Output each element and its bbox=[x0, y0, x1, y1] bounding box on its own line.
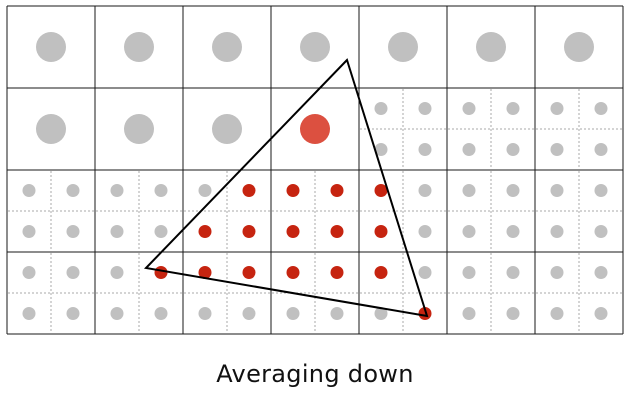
subpixel-sample bbox=[198, 184, 212, 197]
subpixel-sample bbox=[66, 225, 80, 238]
subpixel-sample-covered bbox=[374, 184, 388, 197]
subpixel-sample bbox=[154, 225, 168, 238]
subpixel-sample-covered bbox=[242, 266, 256, 279]
subpixel-sample bbox=[594, 143, 608, 156]
subpixel-sample-covered bbox=[330, 225, 344, 238]
subpixel-sample bbox=[506, 225, 520, 238]
subpixel-sample-covered bbox=[198, 266, 212, 279]
subpixel-sample bbox=[66, 307, 80, 320]
subpixel-sample bbox=[66, 266, 80, 279]
subpixel-sample-covered bbox=[242, 225, 256, 238]
subpixel-sample bbox=[286, 307, 300, 320]
subpixel-sample bbox=[110, 225, 124, 238]
sample-points bbox=[22, 32, 608, 320]
subpixel-sample bbox=[110, 266, 124, 279]
pixel-sample bbox=[388, 32, 418, 62]
subpixel-sample-covered bbox=[154, 266, 168, 279]
subpixel-sample bbox=[418, 225, 432, 238]
pixel-sample bbox=[36, 32, 66, 62]
subpixel-sample-covered bbox=[330, 266, 344, 279]
subpixel-sample bbox=[594, 225, 608, 238]
subpixel-sample bbox=[550, 225, 564, 238]
subpixel-sample bbox=[22, 184, 36, 197]
subpixel-sample-covered bbox=[242, 184, 256, 197]
subpixel-sample-covered bbox=[330, 184, 344, 197]
subpixel-sample bbox=[198, 307, 212, 320]
subpixel-sample-covered bbox=[286, 184, 300, 197]
subpixel-sample bbox=[594, 266, 608, 279]
subpixel-sample bbox=[418, 184, 432, 197]
subpixel-sample bbox=[374, 143, 388, 156]
subpixel-sample bbox=[22, 266, 36, 279]
subpixel-sample bbox=[594, 184, 608, 197]
subpixel-sample bbox=[462, 102, 476, 115]
subpixel-sample bbox=[462, 307, 476, 320]
subpixel-sample bbox=[550, 102, 564, 115]
subpixel-sample bbox=[462, 143, 476, 156]
subpixel-sample bbox=[506, 307, 520, 320]
pixel-sample bbox=[124, 114, 154, 144]
subpixel-sample bbox=[462, 266, 476, 279]
subpixel-sample bbox=[418, 266, 432, 279]
pixel-sample bbox=[300, 32, 330, 62]
subpixel-sample bbox=[22, 307, 36, 320]
subpixel-grid-lines bbox=[8, 89, 622, 333]
pixel-sample bbox=[124, 32, 154, 62]
subpixel-sample bbox=[550, 266, 564, 279]
subpixel-sample-covered bbox=[374, 266, 388, 279]
subpixel-sample bbox=[374, 102, 388, 115]
pixel-sample bbox=[212, 32, 242, 62]
subpixel-sample bbox=[506, 184, 520, 197]
subpixel-sample bbox=[462, 225, 476, 238]
subpixel-sample bbox=[242, 307, 256, 320]
subpixel-sample bbox=[550, 143, 564, 156]
pixel-sample bbox=[564, 32, 594, 62]
subpixel-sample-covered bbox=[374, 225, 388, 238]
subpixel-sample-covered bbox=[286, 266, 300, 279]
subpixel-sample bbox=[110, 184, 124, 197]
subpixel-sample bbox=[154, 184, 168, 197]
pixel-sample bbox=[476, 32, 506, 62]
pixel-sample bbox=[36, 114, 66, 144]
subpixel-sample bbox=[550, 307, 564, 320]
subpixel-sample-covered bbox=[198, 225, 212, 238]
pixel-grid-lines bbox=[6, 5, 624, 335]
subpixel-sample bbox=[594, 307, 608, 320]
subpixel-sample bbox=[330, 307, 344, 320]
triangle-outline bbox=[143, 58, 429, 318]
subpixel-sample bbox=[66, 184, 80, 197]
pixel-sample-covered bbox=[300, 114, 330, 144]
diagram-caption: Averaging down bbox=[216, 360, 414, 388]
pixel-sample bbox=[212, 114, 242, 144]
subpixel-sample bbox=[154, 307, 168, 320]
subpixel-sample bbox=[462, 184, 476, 197]
subpixel-sample bbox=[506, 143, 520, 156]
subpixel-sample-covered bbox=[286, 225, 300, 238]
subpixel-sample bbox=[418, 143, 432, 156]
subpixel-sample bbox=[374, 307, 388, 320]
subpixel-sample bbox=[506, 102, 520, 115]
subpixel-sample bbox=[506, 266, 520, 279]
subpixel-sample bbox=[594, 102, 608, 115]
subpixel-sample bbox=[22, 225, 36, 238]
subpixel-sample bbox=[110, 307, 124, 320]
subpixel-sample bbox=[418, 102, 432, 115]
averaging-down-diagram bbox=[6, 5, 624, 335]
subpixel-sample bbox=[550, 184, 564, 197]
